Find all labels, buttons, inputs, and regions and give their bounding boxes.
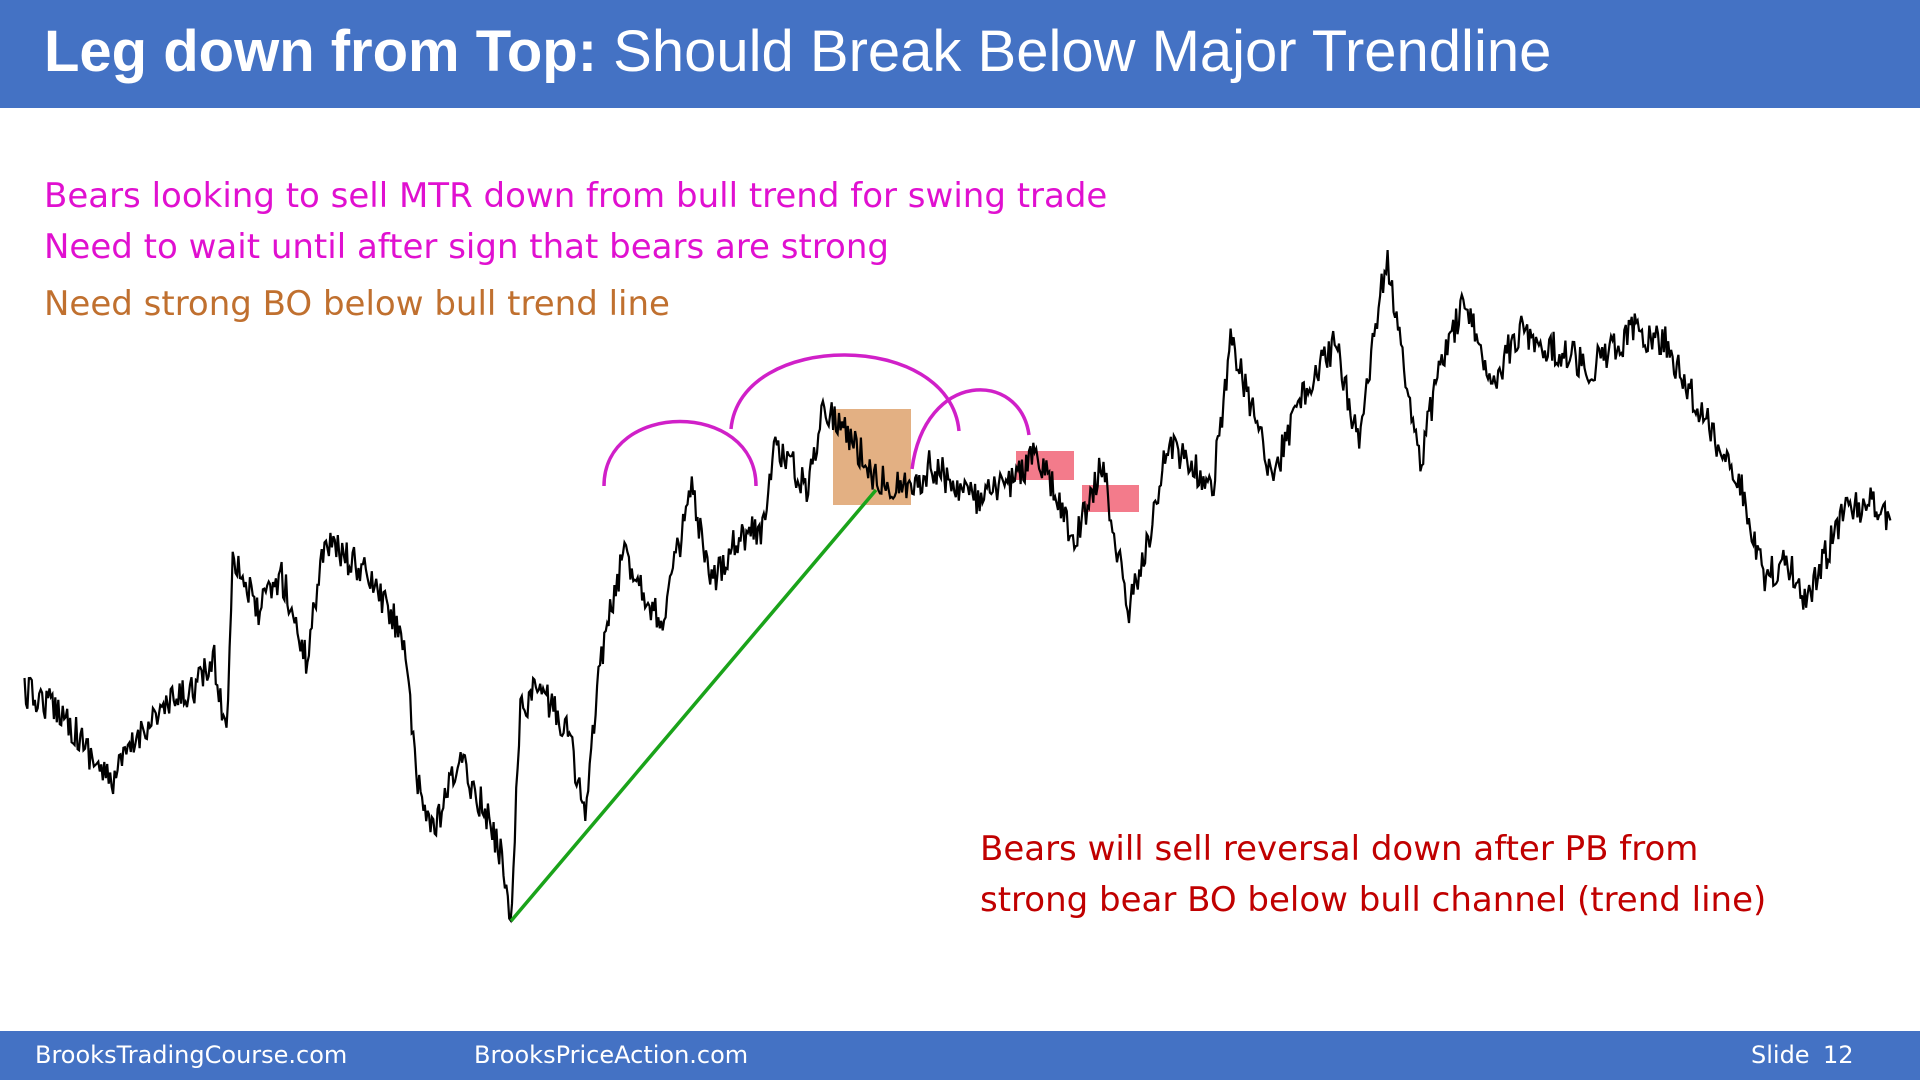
slide-number: 12 bbox=[1823, 1041, 1854, 1069]
footer-link: BrooksPriceAction.com bbox=[474, 1041, 749, 1069]
note: Need to wait until after sign that bears… bbox=[44, 227, 889, 267]
footer: BrooksTradingCourse.com BrooksPriceActio… bbox=[0, 1031, 1920, 1080]
trend-line bbox=[509, 488, 878, 923]
note: Bears will sell reversal down after PB f… bbox=[980, 829, 1699, 869]
arc bbox=[910, 388, 1031, 470]
price-line bbox=[23, 250, 1892, 924]
title-bold: Leg down from Top: bbox=[44, 19, 598, 84]
note: Need strong BO below bull trend line bbox=[44, 284, 670, 324]
arc bbox=[729, 353, 961, 432]
note: strong bear BO below bull channel (trend… bbox=[980, 880, 1767, 920]
slide-label: Slide bbox=[1751, 1041, 1810, 1069]
arc bbox=[602, 419, 758, 487]
title: Leg down from Top: Should Break Below Ma… bbox=[44, 18, 1551, 85]
footer-link: BrooksTradingCourse.com bbox=[35, 1041, 348, 1069]
header: Leg down from Top: Should Break Below Ma… bbox=[0, 0, 1920, 108]
title-rest: Should Break Below Major Trendline bbox=[613, 19, 1552, 84]
note: Bears looking to sell MTR down from bull… bbox=[44, 176, 1108, 216]
